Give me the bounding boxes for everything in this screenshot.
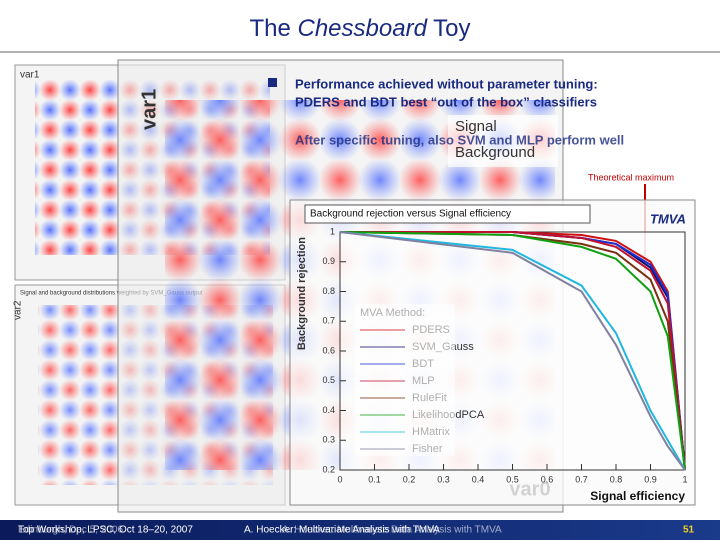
chart-title: Background rejection versus Signal effic… <box>310 209 511 220</box>
logo: TMVA <box>650 211 686 226</box>
x-tick-label: 0.4 <box>472 474 485 484</box>
scatter-legend <box>448 115 558 167</box>
bullet-text: Performance achieved without parameter t… <box>295 76 598 91</box>
annotation: Theoretical maximum <box>588 172 674 182</box>
x-tick-label: 0.6 <box>541 474 554 484</box>
page-number: 51 <box>683 525 695 536</box>
x-tick-label: 0 <box>337 474 342 484</box>
plot-title: Signal and background distributions weig… <box>20 291 203 297</box>
x-tick-label: 0.8 <box>610 474 623 484</box>
footer-text: Edinburgh, Dec 5, 2006 <box>18 525 124 536</box>
bullet-text: After specific tuning, also SVM and MLP … <box>295 132 624 147</box>
roc-curve <box>340 231 686 471</box>
x-tick-label: 0.2 <box>403 474 416 484</box>
y-tick-label: 0.8 <box>322 286 335 296</box>
x-tick-label: 0.3 <box>437 474 450 484</box>
footer-text: A. Hoecker: Multivariate Analysis with T… <box>244 525 440 536</box>
title-part: Toy <box>427 15 471 42</box>
y-tick-label: 0.3 <box>322 435 335 445</box>
legend-entry: Background <box>455 144 535 161</box>
x-tick-label: 0.7 <box>575 474 588 484</box>
axis-label: var1 <box>20 70 40 81</box>
x-tick-label: 0.9 <box>644 474 657 484</box>
roc-chart: 0.2 0.3 0.4 0.5 0.6 0.7 0.8 0.9 1 0 0.1 0.2 0.3 0.4 0.… <box>296 226 688 503</box>
title-part: The <box>249 15 297 42</box>
footer-text: Top Workshop, LPSC, Oct 18–20, 2007 <box>18 525 193 536</box>
slide-title: The Chessboard Toy <box>249 15 470 42</box>
y-tick-label: 0.2 <box>322 464 335 474</box>
bullet-text: PDERS and BDT best “out of the box” clas… <box>295 94 597 109</box>
x-tick-label: 1 <box>682 474 687 484</box>
y-tick-label: 0.5 <box>322 375 335 385</box>
axis-label: var2 <box>13 300 24 320</box>
footer-text: A. Hoecker: Multivariate Data Analysis w… <box>282 525 502 536</box>
x-tick-label: 0.1 <box>368 474 381 484</box>
y-tick-label: 0.7 <box>322 316 335 326</box>
y-tick-label: 0.4 <box>322 405 335 415</box>
x-axis-label: Signal efficiency <box>590 489 685 503</box>
roc-title-box <box>304 204 591 224</box>
roc-legend <box>355 304 455 456</box>
bullet <box>268 78 277 87</box>
roc-curve <box>339 231 686 471</box>
title-part: Chessboard <box>298 15 428 42</box>
footer-bar <box>0 520 720 540</box>
legend-entry: Signal <box>455 118 497 135</box>
axis-label: var1 <box>138 89 160 130</box>
x-tick-label: 0.5 <box>506 474 519 484</box>
y-tick-label: 1 <box>330 226 335 236</box>
y-tick-label: 0.6 <box>322 345 335 355</box>
roc-curve <box>339 231 686 471</box>
roc-curve <box>339 231 686 471</box>
y-tick-label: 0.9 <box>322 256 335 266</box>
y-axis-label: Background rejection <box>296 237 308 350</box>
